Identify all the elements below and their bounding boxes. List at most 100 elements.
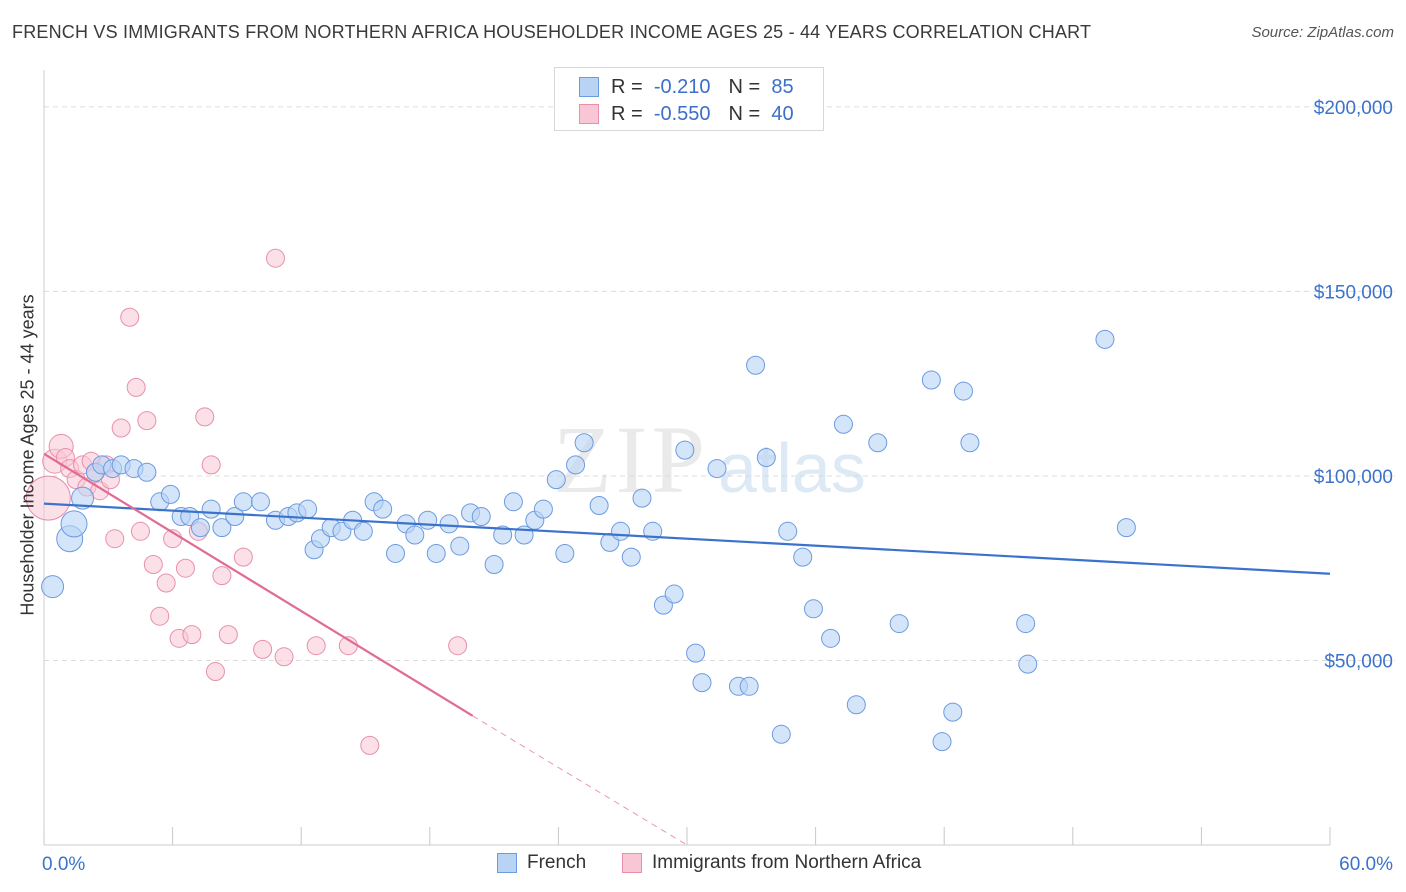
watermark: ZIP atlas (553, 406, 866, 513)
data-point-french (190, 518, 210, 538)
data-point-french (632, 488, 652, 508)
legend-r-value-french: -0.210 (653, 75, 711, 98)
tick-labels: $200,000 $150,000 $100,000 $50,000 0.0% 60.0% (42, 98, 1393, 875)
data-point-french (943, 702, 963, 722)
data-point-french (589, 495, 609, 515)
data-point-french (201, 499, 221, 519)
data-point-french (746, 355, 766, 375)
data-point-immigrants (212, 566, 232, 586)
data-point-french (484, 555, 504, 575)
data-point-french (960, 433, 980, 453)
data-point-immigrants (25, 475, 71, 521)
data-point-french (686, 643, 706, 663)
data-point-immigrants (150, 606, 170, 626)
data-point-immigrants (218, 625, 238, 645)
data-point-immigrants (265, 248, 285, 268)
data-point-french (471, 507, 491, 527)
bottom-legend-label-french: French (527, 852, 587, 873)
data-point-immigrants (105, 529, 125, 549)
y-tick-label: $50,000 (1324, 651, 1393, 672)
data-point-french (953, 381, 973, 401)
bottom-legend-immigrants: Immigrants from Northern Africa (622, 852, 921, 874)
data-point-immigrants (274, 647, 294, 667)
data-point-french (1016, 614, 1036, 634)
data-point-french (1018, 654, 1038, 674)
data-point-french (692, 673, 712, 693)
data-point-immigrants (233, 547, 253, 567)
y-tick-label: $100,000 (1314, 467, 1393, 488)
legend-n-label: N = (728, 102, 761, 125)
data-point-french (793, 547, 813, 567)
data-point-french (889, 614, 909, 634)
trend-lines (43, 452, 1331, 846)
trend-line-immigrants (43, 452, 474, 717)
data-point-french (373, 499, 393, 519)
data-point-french (664, 584, 684, 604)
data-point-french (1095, 329, 1115, 349)
data-point-french (439, 514, 459, 534)
data-point-immigrants (205, 662, 225, 682)
data-point-french (386, 543, 406, 563)
data-point-french (707, 459, 727, 479)
data-point-french (868, 433, 888, 453)
data-point-french (611, 521, 631, 541)
data-point-french (160, 484, 180, 504)
data-point-french (450, 536, 470, 556)
data-point-french (503, 492, 523, 512)
data-point-french (225, 507, 245, 527)
legend-row-french: R = -0.210 N = 85 (579, 75, 794, 99)
data-point-french (533, 499, 553, 519)
data-point-french (574, 433, 594, 453)
data-point-immigrants (137, 411, 157, 431)
bottom-legend-french: French (497, 852, 586, 874)
data-point-immigrants (111, 418, 131, 438)
data-point-french (71, 486, 95, 510)
data-point-french (1116, 518, 1136, 538)
data-point-french (921, 370, 941, 390)
data-point-immigrants (195, 407, 215, 427)
data-point-french (41, 575, 65, 599)
data-point-french (756, 448, 776, 467)
legend-r-label: R = (611, 75, 643, 98)
legend-swatch-french (579, 77, 599, 97)
chart-title: FRENCH VS IMMIGRANTS FROM NORTHERN AFRIC… (12, 22, 1092, 42)
data-point-french (405, 525, 425, 545)
data-point-immigrants (126, 377, 146, 397)
data-point-french (493, 525, 513, 545)
data-point-french (418, 510, 438, 530)
series-french-points (41, 329, 1136, 752)
data-point-french (821, 628, 841, 648)
data-point-immigrants (156, 573, 176, 593)
legend-r-label: R = (611, 102, 643, 125)
x-tick-label: 60.0% (1339, 854, 1393, 875)
legend-r-value-immigrants: -0.550 (653, 102, 711, 125)
data-point-french (833, 414, 853, 434)
data-point-immigrants (201, 455, 221, 475)
legend-n-value-immigrants: 40 (771, 102, 794, 125)
data-point-french (932, 732, 952, 752)
bottom-legend-swatch-immigrants (622, 853, 642, 873)
data-point-french (566, 455, 586, 475)
data-point-french (555, 543, 575, 563)
source-note: Source: ZipAtlas.com (1251, 24, 1394, 41)
data-point-french (846, 695, 866, 715)
data-point-french (675, 440, 695, 460)
bottom-legend-swatch-french (497, 853, 517, 873)
data-point-french (771, 724, 791, 744)
legend-n-value-french: 85 (771, 75, 794, 98)
trend-line-immigrants-extension (472, 715, 688, 846)
legend-row-immigrants: R = -0.550 N = 40 (579, 102, 794, 126)
data-point-immigrants (130, 521, 150, 541)
data-point-french (546, 470, 566, 490)
data-point-french (426, 543, 446, 563)
bottom-legend-label-immigrants: Immigrants from Northern Africa (652, 852, 922, 873)
y-axis-label: Householder Income Ages 25 - 44 years (17, 294, 38, 616)
x-tick-label: 0.0% (42, 854, 85, 875)
legend-n-label: N = (728, 75, 761, 98)
y-tick-label: $200,000 (1314, 98, 1393, 119)
stats-legend: R = -0.210 N = 85 R = -0.550 N = 40 (554, 67, 824, 131)
data-point-french (60, 510, 88, 538)
data-point-immigrants (448, 636, 468, 656)
data-point-french (233, 492, 253, 512)
